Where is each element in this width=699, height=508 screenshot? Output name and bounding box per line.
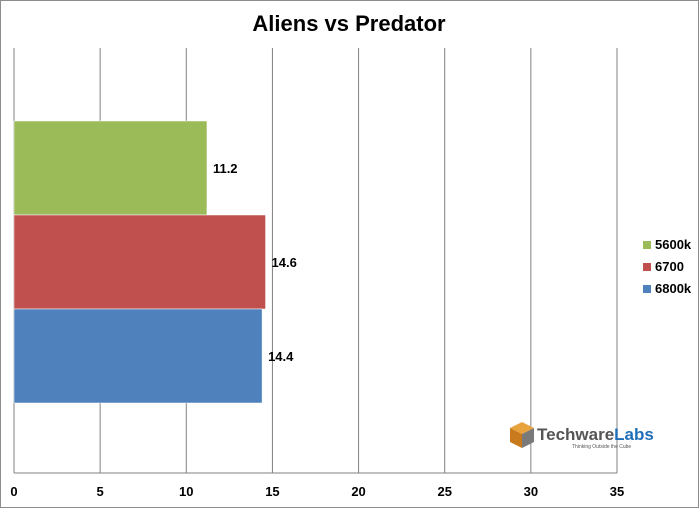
legend: 5600k 6700 6800k [643,237,692,296]
data-label-5600k: 11.2 [213,161,238,176]
legend-swatch-6800k [643,285,651,293]
watermark-brand: TechwareLabs [537,425,654,444]
data-label-6800k: 14.4 [268,349,294,364]
watermark: TechwareLabs Thinking Outside the Cube [510,422,654,450]
cube-icon [510,422,534,448]
legend-entry-5600k: 5600k [655,237,692,252]
x-tick-label: 15 [265,484,279,499]
x-tick-label: 20 [351,484,365,499]
x-tick-label: 5 [97,484,104,499]
watermark-tagline: Thinking Outside the Cube [572,444,631,450]
x-tick-label: 30 [524,484,538,499]
legend-entry-6700: 6700 [655,259,684,274]
legend-swatch-6700 [643,263,651,271]
chart-title: Aliens vs Predator [252,11,446,36]
data-label-6700: 14.6 [272,255,297,270]
legend-entry-6800k: 6800k [655,281,692,296]
x-tick-label: 0 [10,484,17,499]
bars [13,120,266,404]
legend-swatch-5600k [643,241,651,249]
x-axis: 0 5 10 15 20 25 30 35 [10,472,624,499]
x-tick-label: 10 [179,484,193,499]
bar-5600k [13,120,208,216]
data-labels: 11.2 14.6 14.4 [213,161,297,364]
x-tick-label: 25 [437,484,451,499]
bar-6800k [13,308,263,404]
x-tick-label: 35 [610,484,624,499]
bar-6700 [13,214,266,310]
